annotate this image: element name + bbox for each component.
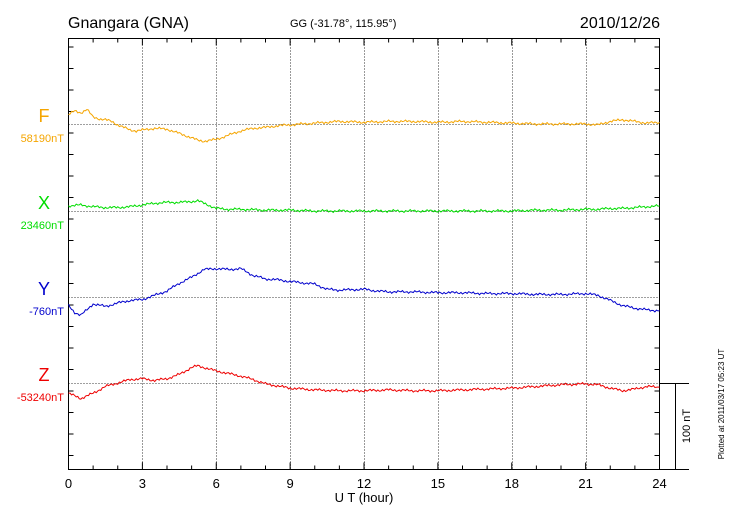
series-line-x [68, 199, 660, 214]
series-name-z: Z [39, 365, 50, 385]
x-tick-label: 15 [431, 476, 445, 491]
series-line-z [68, 364, 660, 400]
axis-ticks [68, 38, 660, 470]
x-tick-label: 24 [652, 476, 666, 491]
series-baseline-x: 23460nT [21, 220, 65, 232]
coordinates-label: GG (-31.78°, 115.95°) [290, 18, 396, 30]
scale-bar-label: 100 nT [681, 409, 693, 444]
plot-frame [68, 38, 660, 470]
x-tick-labels: 0 3 6 9 12 15 18 21 24 [65, 476, 667, 491]
x-tick-label: 12 [357, 476, 371, 491]
series-name-f: F [39, 106, 50, 126]
series-labels: F 58190nT X 23460nT Y -760nT Z -53240nT [17, 106, 64, 404]
plotted-timestamp: Plotted at 2011/03/17 05:23 UT [717, 349, 726, 460]
series-name-x: X [38, 193, 50, 213]
series-lines [68, 109, 660, 400]
x-tick-label: 21 [578, 476, 592, 491]
grid-lines [68, 38, 660, 470]
x-axis-label: U T (hour) [335, 490, 394, 505]
series-baseline-f: 58190nT [21, 133, 65, 145]
station-title: Gnangara (GNA) [68, 15, 189, 32]
scale-bar: 100 nT [659, 383, 693, 470]
x-tick-label: 18 [505, 476, 519, 491]
x-tick-label: 9 [287, 476, 294, 491]
date-label: 2010/12/26 [580, 15, 660, 32]
x-tick-label: 6 [213, 476, 220, 491]
series-baseline-z: -53240nT [17, 392, 64, 404]
x-tick-label: 0 [65, 476, 72, 491]
x-tick-label: 3 [139, 476, 146, 491]
series-baseline-y: -760nT [29, 306, 64, 318]
series-name-y: Y [38, 279, 50, 299]
series-line-y [68, 267, 660, 317]
series-line-f [68, 109, 660, 143]
